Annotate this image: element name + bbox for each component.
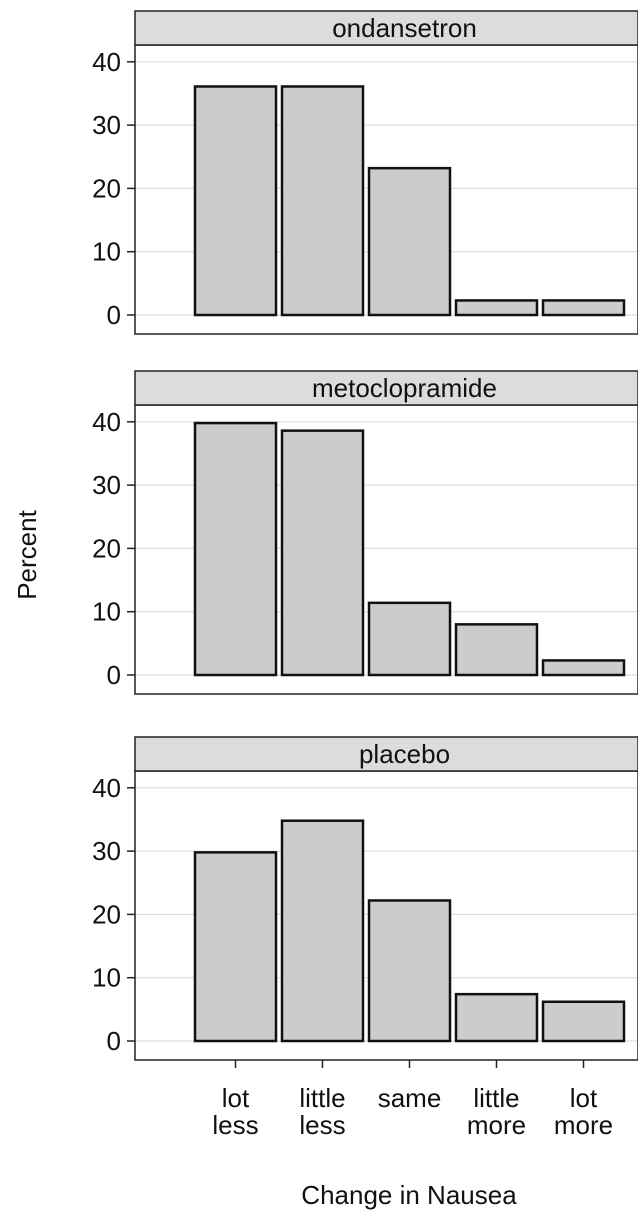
x-tick-label: less	[212, 1110, 258, 1140]
bar-placebo-0	[193, 851, 278, 1043]
bar-metoclopramide-1	[280, 429, 365, 677]
y-tick-label: 40	[92, 773, 121, 803]
bar-ondansetron-0	[193, 85, 278, 317]
bar-placebo-4	[541, 1000, 626, 1043]
panel-ondansetron: ondansetron 0 10 20 30 40	[92, 10, 638, 335]
bar-placebo-3	[454, 992, 539, 1043]
bar-ondansetron-1	[280, 85, 365, 317]
y-tick-label: 0	[107, 1026, 121, 1056]
panels-group: ondansetron 0 10 20 30 40 metoclopramide 0 10 20 3…	[92, 10, 638, 1061]
y-tick-label: 30	[92, 110, 121, 140]
bar-placebo-2	[367, 899, 452, 1043]
bar-ondansetron-4	[541, 299, 626, 317]
bar-ondansetron-2	[367, 166, 452, 317]
y-tick-label: 40	[92, 47, 121, 77]
bar-placebo-1	[280, 819, 365, 1043]
x-tick-label: little	[299, 1083, 345, 1113]
y-tick-label: 10	[92, 963, 121, 993]
y-tick-label: 40	[92, 407, 121, 437]
y-axis-title: Percent	[12, 509, 42, 599]
bar-metoclopramide-2	[367, 601, 452, 677]
y-tick-label: 10	[92, 237, 121, 267]
x-tick-label: little	[473, 1083, 519, 1113]
bar-ondansetron-3	[454, 299, 539, 317]
x-tick-label: lot	[222, 1083, 250, 1113]
y-tick-label: 30	[92, 836, 121, 866]
facet-strip-label: metoclopramide	[312, 373, 497, 403]
y-tick-label: 0	[107, 300, 121, 330]
facet-strip	[134, 736, 638, 772]
y-tick-label: 20	[92, 533, 121, 563]
y-tick-label: 20	[92, 173, 121, 203]
bar-metoclopramide-0	[193, 421, 278, 677]
y-tick-label: 30	[92, 470, 121, 500]
panel-metoclopramide: metoclopramide 0 10 20 30 40	[92, 370, 638, 695]
x-tick-label: same	[378, 1083, 442, 1113]
y-tick-label: 10	[92, 597, 121, 627]
x-axis-title: Change in Nausea	[301, 1180, 517, 1210]
facet-strip	[134, 370, 638, 406]
facet-strip-label: placebo	[359, 739, 450, 769]
facet-strip-label: ondansetron	[332, 13, 477, 43]
x-tick-label: lot	[570, 1083, 598, 1113]
bar-metoclopramide-3	[454, 623, 539, 677]
x-tick-label: more	[467, 1110, 526, 1140]
panel-placebo: placebo 0 10 20 30 40	[92, 736, 638, 1061]
y-tick-label: 0	[107, 660, 121, 690]
bar-metoclopramide-4	[541, 659, 626, 677]
x-tick-label: less	[299, 1110, 345, 1140]
x-tick-label: more	[554, 1110, 613, 1140]
facet-strip	[134, 10, 638, 46]
y-tick-label: 20	[92, 899, 121, 929]
